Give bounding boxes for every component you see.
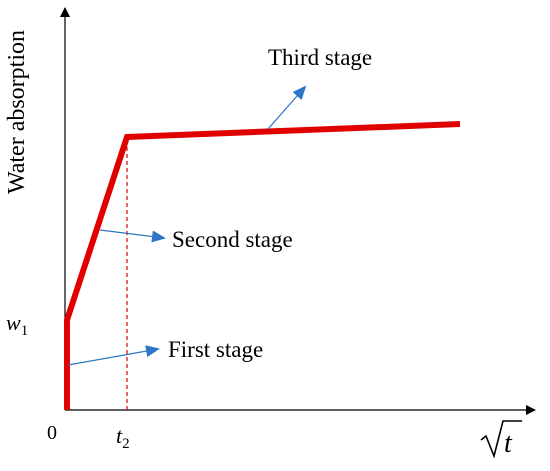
second-stage-arrow [99, 229, 166, 243]
w1-sub: 1 [21, 323, 29, 339]
x-axis-label: t [480, 420, 522, 459]
series-line [64, 121, 461, 410]
first-stage-label: First stage [168, 337, 263, 362]
y-axis-label: Water absorption [4, 30, 30, 194]
t2-sub: 2 [122, 436, 130, 452]
third-stage-arrow [267, 85, 307, 130]
w1-base: w [6, 310, 21, 335]
third-stage-label: Third stage [268, 45, 372, 70]
sqrt-radical-icon [480, 420, 522, 459]
origin-label: 0 [47, 422, 57, 444]
w1-label: w1 [6, 310, 28, 339]
t2-base: t [116, 423, 123, 448]
first-stage-arrow [67, 345, 160, 366]
t2-label: t2 [116, 423, 130, 452]
second-stage-label: Second stage [172, 227, 293, 252]
x-axis-symbol: t [504, 428, 513, 459]
